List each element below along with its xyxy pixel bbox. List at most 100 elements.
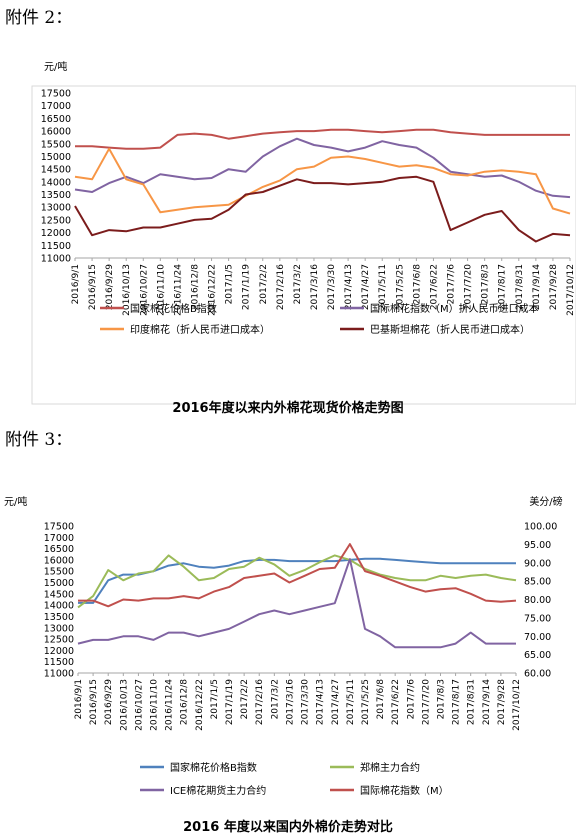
y-tick-label: 12500 xyxy=(44,635,74,646)
y-tick-label: 17000 xyxy=(41,101,71,112)
y-tick-label: 15500 xyxy=(44,567,74,578)
y2-tick-label: 95.00 xyxy=(524,540,551,551)
chart-2-caption: 2016 年度以来国内外棉价走势对比 xyxy=(183,820,393,835)
x-tick-label: 2017/8/31 xyxy=(515,264,525,310)
y-tick-label: 15000 xyxy=(41,152,71,163)
y-tick-label: 15000 xyxy=(44,578,74,589)
y-tick-label: 11500 xyxy=(44,657,74,668)
x-tick-label: 2017/3/16 xyxy=(285,679,295,725)
x-tick-label: 2017/5/25 xyxy=(361,679,371,725)
y2-tick-label: 100.00 xyxy=(524,522,557,533)
y-tick-label: 13000 xyxy=(41,203,71,214)
series-line-2 xyxy=(77,554,517,609)
attachment-3-heading: 附件 3： xyxy=(5,430,73,450)
y2-tick-label: 80.00 xyxy=(524,595,551,606)
y2-tick-label: 85.00 xyxy=(524,577,551,588)
x-tick-label: 2017/5/11 xyxy=(378,264,388,310)
y-tick-label: 12000 xyxy=(44,646,74,657)
x-tick-label: 2017/1/19 xyxy=(242,264,252,310)
x-tick-label: 2017/6/22 xyxy=(429,264,439,310)
x-tick-label: 2016/10/27 xyxy=(139,264,149,316)
x-tick-label: 2017/5/11 xyxy=(346,679,356,725)
x-tick-label: 2017/7/20 xyxy=(464,264,474,310)
x-tick-label: 2017/2/2 xyxy=(259,264,269,304)
y2-tick-label: 70.00 xyxy=(524,632,551,643)
y-tick-label: 14500 xyxy=(41,165,71,176)
x-tick-label: 2017/6/22 xyxy=(391,679,401,725)
x-tick-label: 2017/2/16 xyxy=(276,264,286,310)
x-tick-label: 2016/11/24 xyxy=(165,679,175,731)
x-tick-label: 2017/8/17 xyxy=(498,264,508,310)
y-tick-label: 12000 xyxy=(41,228,71,239)
x-tick-label: 2017/4/27 xyxy=(331,679,341,725)
x-tick-label: 2016/12/8 xyxy=(190,264,200,310)
legend-label-3: ICE棉花期货主力合约 xyxy=(170,784,266,797)
x-tick-label: 2016/9/29 xyxy=(105,264,115,310)
x-tick-label: 2016/9/29 xyxy=(104,679,114,725)
y-tick-label: 11500 xyxy=(41,241,71,252)
x-tick-label: 2017/9/14 xyxy=(532,264,542,310)
x-tick-label: 2016/10/13 xyxy=(119,679,129,731)
x-tick-label: 2016/9/1 xyxy=(71,264,81,304)
y-tick-label: 12500 xyxy=(41,215,71,226)
x-tick-label: 2017/4/13 xyxy=(344,264,354,310)
x-tick-label: 2017/4/27 xyxy=(361,264,371,310)
x-tick-label: 2017/5/25 xyxy=(395,264,405,310)
x-tick-label: 2016/11/24 xyxy=(173,264,183,316)
x-tick-label: 2016/11/10 xyxy=(150,679,160,731)
x-tick-label: 2017/3/30 xyxy=(327,264,337,310)
attachment-2-heading: 附件 2： xyxy=(5,8,73,28)
y-tick-label: 11000 xyxy=(44,669,74,680)
x-tick-label: 2016/11/10 xyxy=(156,264,166,316)
y-tick-label: 11000 xyxy=(41,254,71,265)
y-tick-label: 16000 xyxy=(44,555,74,566)
x-tick-label: 2017/8/17 xyxy=(452,679,462,725)
chart-frame xyxy=(31,85,576,405)
y-tick-label: 13500 xyxy=(44,612,74,623)
y-tick-label: 14500 xyxy=(44,589,74,600)
series-line-4 xyxy=(78,543,517,608)
x-tick-label: 2017/4/13 xyxy=(316,679,326,725)
y-tick-label: 13000 xyxy=(44,623,74,634)
y-tick-label: 14000 xyxy=(41,177,71,188)
x-tick-label: 2017/6/8 xyxy=(412,264,422,305)
series-line-1 xyxy=(78,557,516,604)
x-tick-label: 2017/9/28 xyxy=(549,264,559,310)
y-axis-label: 元/吨 xyxy=(4,495,27,508)
x-tick-label: 2017/8/3 xyxy=(481,264,491,304)
x-tick-label: 2017/2/16 xyxy=(255,679,265,725)
series-line-1 xyxy=(75,128,570,150)
x-tick-label: 2017/8/3 xyxy=(436,679,446,719)
y-tick-label: 14000 xyxy=(44,601,74,612)
x-tick-label: 2017/1/5 xyxy=(210,679,220,719)
x-tick-label: 2016/10/13 xyxy=(122,264,132,316)
legend-label-3: 印度棉花（折人民币进口成本） xyxy=(130,323,270,336)
legend-label-1: 国家棉花价格B指数 xyxy=(170,761,257,774)
x-tick-label: 2016/12/8 xyxy=(180,679,190,725)
series-line-3 xyxy=(77,558,516,649)
y-axis-label: 元/吨 xyxy=(44,60,67,73)
series-line-2 xyxy=(74,137,571,199)
x-tick-label: 2017/1/5 xyxy=(225,264,235,304)
x-tick-label: 2017/2/2 xyxy=(240,679,250,719)
y2-tick-label: 65.00 xyxy=(524,650,551,661)
x-tick-label: 2017/3/2 xyxy=(270,679,280,719)
y-tick-label: 17500 xyxy=(44,522,74,533)
y2-axis-label: 美分/磅 xyxy=(529,495,562,508)
x-tick-label: 2017/7/6 xyxy=(447,264,457,305)
legend-label-2: 郑棉主力合约 xyxy=(360,761,420,774)
x-tick-label: 2017/9/14 xyxy=(482,679,492,725)
y2-tick-label: 90.00 xyxy=(524,558,551,569)
x-tick-label: 2017/10/12 xyxy=(566,264,576,316)
series-line-3 xyxy=(74,147,571,215)
x-tick-label: 2017/1/19 xyxy=(225,679,235,725)
legend-label-4: 巴基斯坦棉花（折人民币进口成本） xyxy=(370,323,530,336)
x-tick-label: 2017/6/8 xyxy=(376,679,386,720)
x-tick-label: 2016/9/15 xyxy=(89,679,99,725)
x-tick-label: 2017/3/30 xyxy=(301,679,311,725)
x-tick-label: 2017/8/31 xyxy=(467,679,477,725)
y2-tick-label: 75.00 xyxy=(524,613,551,624)
y-tick-label: 16000 xyxy=(41,127,71,138)
y-tick-label: 17500 xyxy=(41,89,71,100)
